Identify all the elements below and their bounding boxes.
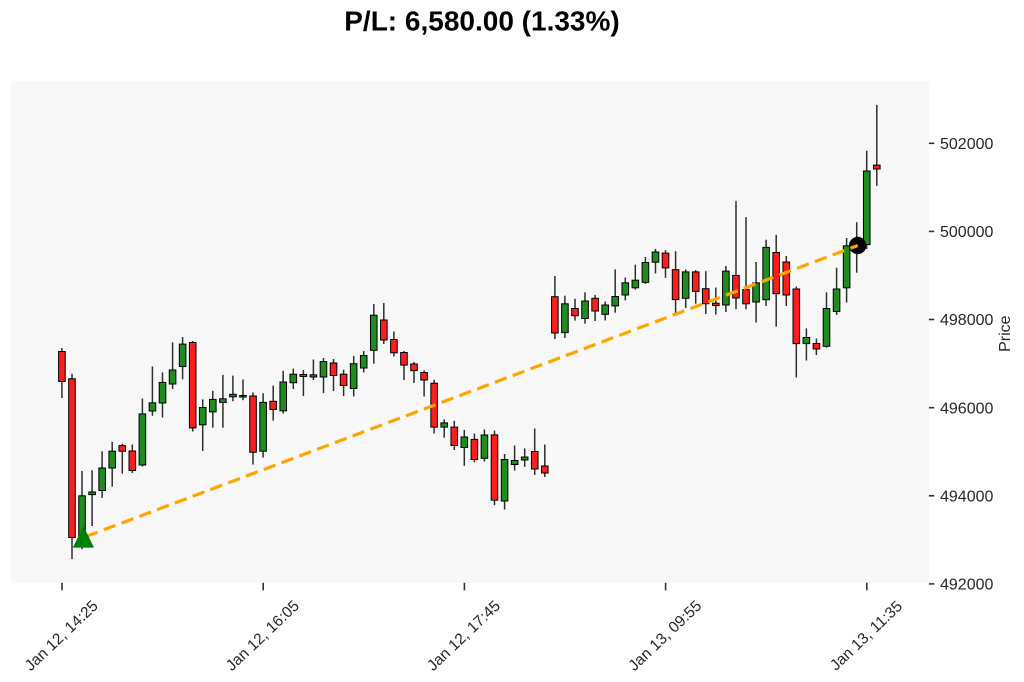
svg-text:502000: 502000: [940, 136, 993, 153]
svg-text:492000: 492000: [940, 577, 993, 594]
svg-text:498000: 498000: [940, 312, 993, 329]
svg-text:500000: 500000: [940, 224, 993, 241]
svg-text:Price: Price: [997, 315, 1014, 352]
svg-text:Jan 12, 16:05: Jan 12, 16:05: [223, 598, 303, 675]
svg-text:Jan 12, 14:25: Jan 12, 14:25: [22, 598, 102, 675]
svg-text:496000: 496000: [940, 400, 993, 417]
svg-text:Jan 12, 17:45: Jan 12, 17:45: [424, 598, 504, 675]
svg-text:Jan 13, 09:55: Jan 13, 09:55: [625, 598, 705, 675]
svg-text:P/L: 6,580.00 (1.33%): P/L: 6,580.00 (1.33%): [344, 6, 619, 37]
svg-text:Jan 13, 11:35: Jan 13, 11:35: [827, 598, 906, 674]
svg-text:494000: 494000: [940, 488, 993, 505]
